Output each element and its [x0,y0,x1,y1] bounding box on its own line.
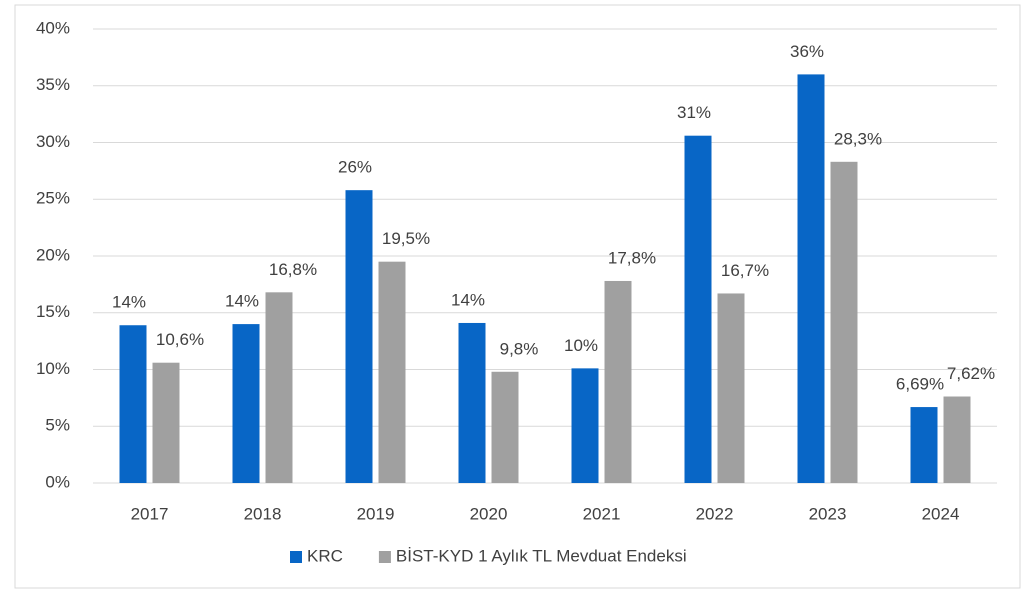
bar [571,368,599,483]
x-tick-label: 2017 [131,504,169,523]
bar [458,322,486,483]
data-label: 6,69% [896,375,944,394]
data-label: 10% [564,336,598,355]
bar [491,371,519,483]
bar [152,362,180,483]
bar [378,261,406,483]
y-tick-label: 30% [36,132,70,151]
x-tick-label: 2023 [809,504,847,523]
x-tick-label: 2018 [244,504,282,523]
bar [232,324,260,483]
bar [910,407,938,483]
data-label: 28,3% [834,129,882,148]
bar [797,74,825,484]
legend-label: KRC [307,546,343,565]
data-label: 31% [677,103,711,122]
data-label: 9,8% [500,339,539,358]
data-label: 7,62% [947,364,995,383]
chart-frame [14,4,1021,589]
bar [265,292,293,483]
legend-label: BİST-KYD 1 Aylık TL Mevduat Endeksi [396,546,687,565]
data-label: 14% [225,292,259,311]
y-tick-label: 35% [36,75,70,94]
y-tick-label: 10% [36,359,70,378]
y-tick-label: 0% [45,472,70,491]
bar [119,325,147,483]
data-label: 17,8% [608,248,656,267]
y-tick-label: 20% [36,245,70,264]
data-label: 16,8% [269,260,317,279]
legend-swatch [378,551,391,563]
bar [684,135,712,483]
data-label: 36% [790,42,824,61]
data-label: 19,5% [382,229,430,248]
y-tick-label: 5% [45,416,70,435]
x-tick-label: 2022 [696,504,734,523]
bar [345,190,373,484]
x-tick-label: 2019 [357,504,395,523]
y-tick-label: 40% [36,18,70,37]
data-label: 14% [112,293,146,312]
y-tick-label: 15% [36,302,70,321]
x-tick-label: 2021 [583,504,621,523]
data-label: 14% [451,290,485,309]
data-label: 26% [338,158,372,177]
x-tick-label: 2024 [922,504,960,523]
bar [830,161,858,484]
y-tick-label: 25% [36,189,70,208]
x-tick-label: 2020 [470,504,508,523]
bar [943,396,971,483]
data-label: 16,7% [721,261,769,280]
bar [717,293,745,483]
data-label: 10,6% [156,330,204,349]
bar [604,280,632,483]
legend-swatch [290,551,302,563]
